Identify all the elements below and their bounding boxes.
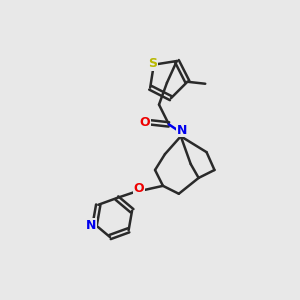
Text: O: O — [134, 182, 145, 195]
Text: N: N — [177, 124, 187, 137]
Text: O: O — [140, 116, 150, 129]
Text: S: S — [148, 57, 157, 70]
Text: N: N — [86, 219, 96, 232]
